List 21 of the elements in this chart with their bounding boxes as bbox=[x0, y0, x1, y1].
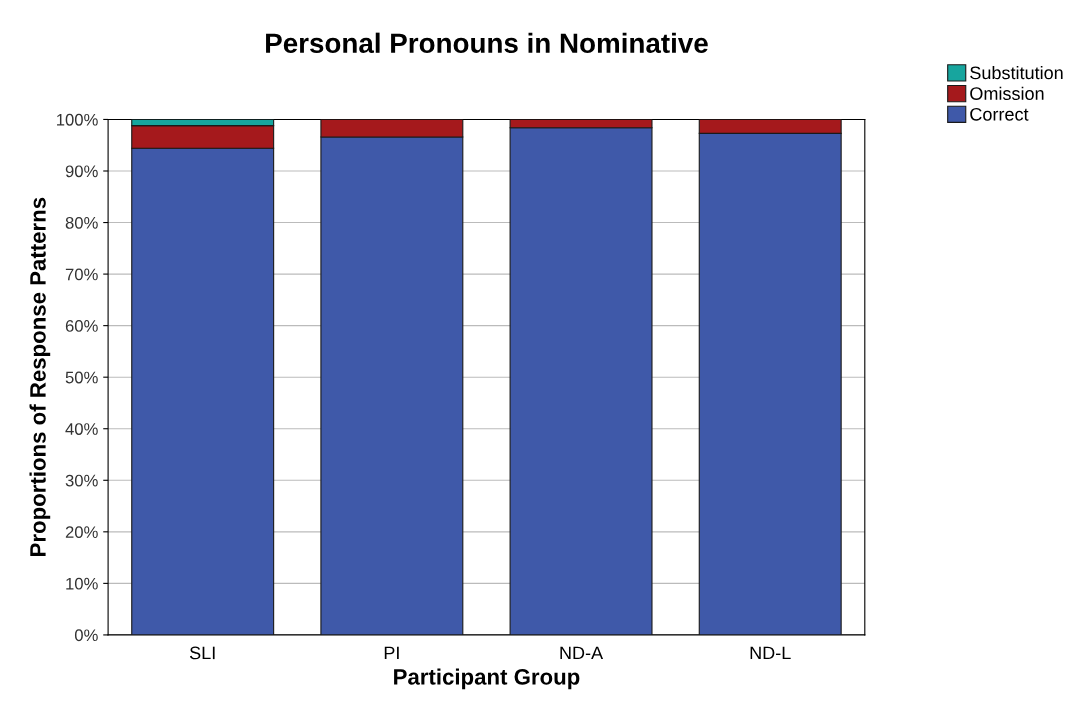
y-tick-label: 10% bbox=[66, 577, 98, 590]
y-tick-label: 30% bbox=[65, 474, 98, 487]
y-tick-label: 90% bbox=[65, 165, 98, 178]
y-tick-label: 50% bbox=[65, 371, 98, 384]
x-tick-label: SLI bbox=[189, 646, 215, 660]
x-tick-label: ND-A bbox=[560, 646, 604, 660]
y-tick-label: 70% bbox=[65, 268, 98, 281]
y-tick-label: 40% bbox=[65, 423, 98, 435]
y-tick-label: 0% bbox=[74, 629, 98, 642]
x-axis-title: Participant Group bbox=[394, 668, 580, 690]
y-axis-title: Proportions of Response Patterns bbox=[29, 197, 51, 556]
x-tick-label: PI bbox=[384, 646, 399, 660]
y-tick-label: 20% bbox=[65, 526, 98, 539]
legend-label: Omission bbox=[970, 86, 1044, 100]
y-tick-label: 100% bbox=[57, 113, 98, 126]
y-tick-label: 80% bbox=[65, 216, 98, 229]
legend-label: Substitution bbox=[970, 65, 1063, 80]
chart-title: Personal Pronouns in Nominative bbox=[266, 32, 708, 54]
x-tick-label: ND-L bbox=[750, 646, 791, 660]
legend-label: Correct bbox=[970, 107, 1029, 121]
y-tick-label: 60% bbox=[65, 320, 98, 332]
